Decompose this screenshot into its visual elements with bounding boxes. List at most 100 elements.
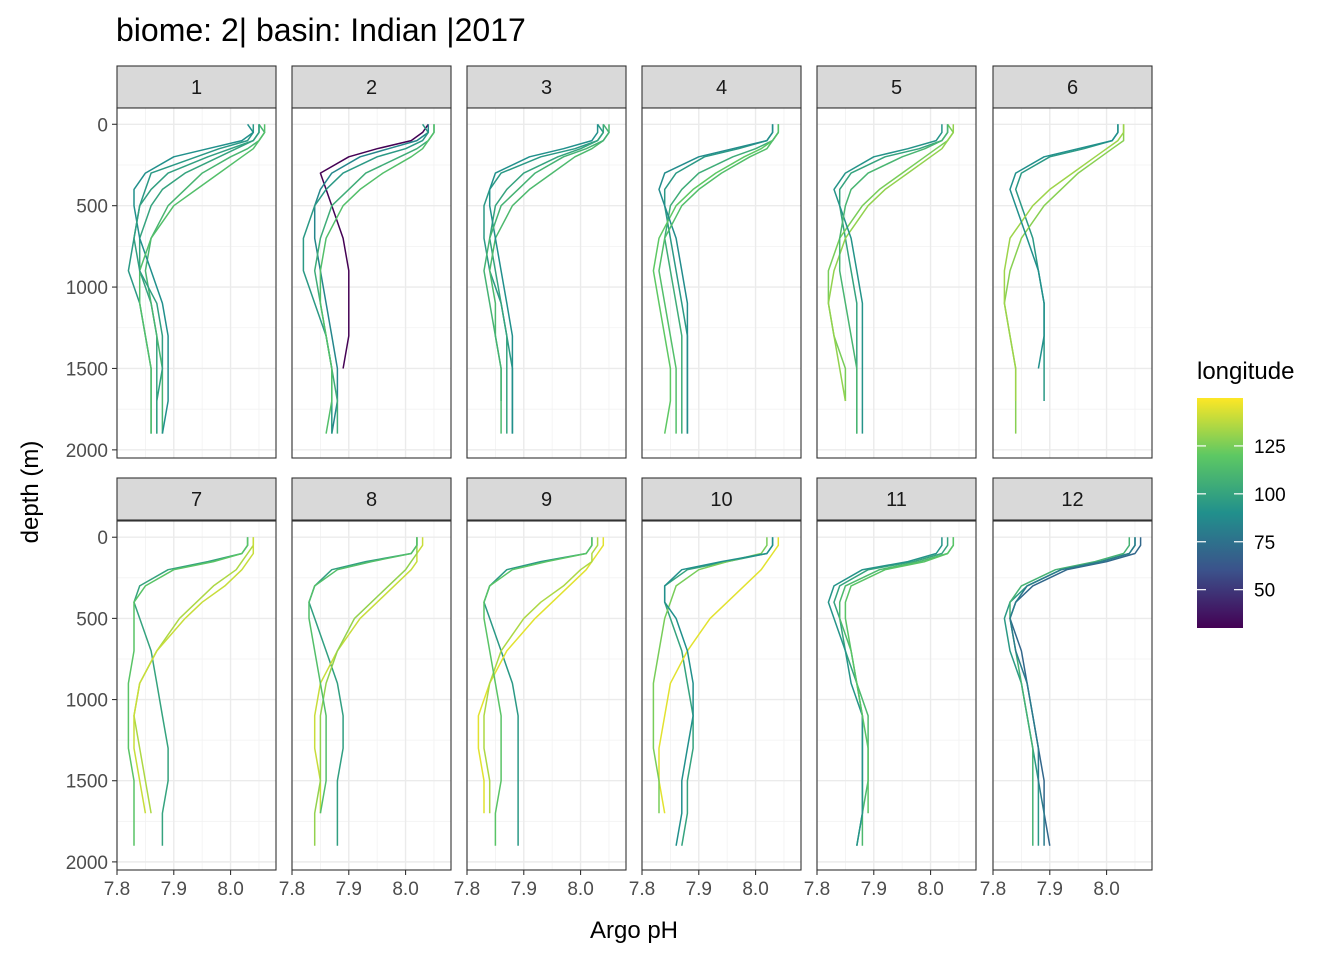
ph-profile-line	[827, 124, 955, 402]
panel-background	[817, 521, 976, 870]
ph-profile-line	[138, 124, 266, 434]
y-tick-label: 2000	[66, 853, 108, 874]
facet-panel-9: 9	[466, 477, 627, 871]
panel-border	[116, 520, 277, 871]
y-tick-label: 1000	[66, 691, 108, 712]
y-tick-label: 2000	[66, 441, 108, 462]
x-axes: 7.8 7.9 8.0 7.8 7.9 8.0 7.8 7.9 8.0 7.8 7.9 8.0 7.8 7…	[104, 870, 1120, 900]
y-tick-label: 0	[97, 528, 108, 549]
facet-strip	[116, 477, 277, 521]
ph-profile-line	[488, 124, 599, 434]
y-tick-label: 500	[76, 609, 108, 630]
panel-border	[992, 107, 1153, 459]
ph-profile-line	[133, 537, 255, 814]
facet-strip	[992, 65, 1153, 109]
x-tick-label: 7.9	[861, 879, 887, 900]
panel-background	[642, 108, 801, 458]
ph-profile-line	[652, 124, 780, 434]
facet-panel-3: 3	[466, 65, 627, 459]
panel-border	[641, 107, 802, 459]
legend-tick-label: 50	[1254, 581, 1275, 602]
ph-profile-line	[663, 537, 774, 846]
panel-background	[817, 108, 976, 458]
ph-profile-line	[1009, 537, 1136, 846]
legend-tick-label: 75	[1254, 533, 1275, 554]
y-tick-label: 1500	[66, 359, 108, 380]
facet-strip-label: 12	[1061, 489, 1083, 511]
facet-strip	[641, 65, 802, 109]
x-tick-label: 8.0	[742, 879, 768, 900]
facet-strip-label: 8	[366, 489, 377, 511]
ph-profile-line	[483, 537, 593, 846]
ph-profile-line	[127, 537, 249, 846]
x-tick-label: 7.8	[104, 879, 130, 900]
ph-profile-line	[658, 124, 780, 434]
x-tick-label: 7.8	[629, 879, 655, 900]
x-tick-label: 7.9	[1037, 879, 1063, 900]
panel-border	[116, 107, 277, 459]
panel-background	[993, 521, 1152, 870]
facet-strip-label: 3	[541, 77, 552, 99]
x-tick-label: 8.0	[392, 879, 418, 900]
x-axis-title: Argo pH	[590, 917, 678, 944]
ph-profile-line	[488, 124, 605, 434]
facet-strip	[816, 477, 977, 521]
x-tick-label: 7.8	[454, 879, 480, 900]
x-tick-label: 7.9	[511, 879, 537, 900]
facet-strip	[816, 65, 977, 109]
facet-strip	[992, 477, 1153, 521]
facet-panel-1: 1	[116, 65, 277, 459]
facet-strip	[641, 477, 802, 521]
ph-profile-line	[133, 537, 255, 814]
panel-background	[642, 521, 801, 870]
facet-strip-label: 1	[191, 77, 202, 99]
x-tick-label: 7.9	[336, 879, 362, 900]
ph-profile-line	[133, 124, 260, 434]
x-tick-label: 7.9	[161, 879, 187, 900]
panel-border	[816, 520, 977, 871]
facet-strip-label: 5	[891, 77, 902, 99]
facet-strip-label: 7	[191, 489, 202, 511]
x-tick-label: 8.0	[917, 879, 943, 900]
legend-title: longitude	[1197, 358, 1294, 385]
facet-panel-12: 12	[992, 477, 1153, 871]
facet-strip-label: 6	[1067, 77, 1078, 99]
panel-border	[992, 520, 1153, 871]
ph-profile-line	[308, 537, 418, 814]
ph-profile-line	[1009, 124, 1119, 369]
y-tick-label: 500	[76, 197, 108, 218]
facet-strip	[291, 477, 452, 521]
ph-profile-line	[313, 537, 424, 814]
x-tick-label: 7.8	[980, 879, 1006, 900]
ph-profile-line	[663, 124, 780, 434]
y-tick-label: 1000	[66, 278, 108, 299]
legend-ticks: 50 75 100 125	[1197, 437, 1286, 602]
facet-strip-label: 9	[541, 489, 552, 511]
facet-panel-10: 10	[641, 477, 802, 871]
ph-profile-line	[658, 124, 774, 434]
ph-profile-line	[477, 537, 605, 814]
panel-background	[467, 521, 626, 870]
facet-panel-5: 5	[816, 65, 977, 459]
facet-strip-label: 10	[710, 489, 732, 511]
panel-background	[292, 521, 451, 870]
panel-background	[117, 521, 276, 870]
ph-profile-line	[1003, 124, 1125, 401]
facet-panel-11: 11	[816, 477, 977, 871]
y-tick-label: 1500	[66, 772, 108, 793]
facet-strip	[116, 65, 277, 109]
facet-strip	[466, 65, 627, 109]
ph-profile-line	[144, 123, 266, 434]
facet-panel-7: 7	[116, 477, 277, 871]
facet-strip-label: 2	[366, 77, 377, 99]
x-tick-label: 7.8	[279, 879, 305, 900]
y-axes: 0 500 1000 1500 2000 0 500 1000 1500 2000	[66, 115, 117, 874]
legend: longitude 50 75 100 125	[1197, 358, 1294, 628]
panel-border	[291, 107, 452, 459]
facet-strip-label: 4	[716, 77, 727, 99]
panel-border	[466, 107, 627, 459]
x-tick-label: 7.9	[686, 879, 712, 900]
ph-profile-line	[133, 123, 255, 434]
panel-background	[467, 108, 626, 458]
